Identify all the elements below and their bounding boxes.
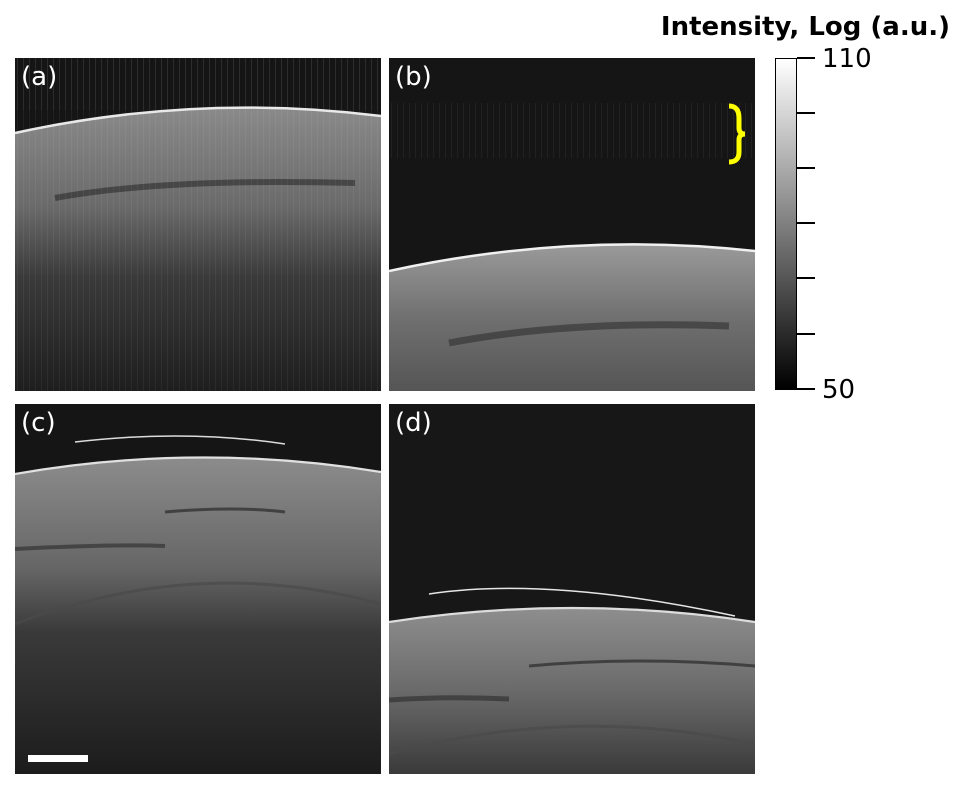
- colorbar-title: Intensity, Log (a.u.): [660, 12, 950, 42]
- colorbar-tick: [797, 57, 815, 59]
- colorbar-tick: [797, 222, 815, 224]
- oct-scan-d: [389, 404, 755, 774]
- oct-image-panel-b: (b): [389, 58, 755, 391]
- panel-label-d: (d): [395, 408, 432, 438]
- oct-image-panel-a: (a): [15, 58, 381, 391]
- oct-scan-a: [15, 58, 381, 391]
- colorbar-tick: [797, 167, 815, 169]
- colorbar: [775, 58, 797, 390]
- colorbar-tick: [797, 112, 815, 114]
- brace-annotation: [728, 103, 746, 165]
- oct-scan-b: [389, 58, 755, 391]
- colorbar-max-label: 110: [822, 44, 872, 74]
- colorbar-tick: [797, 333, 815, 335]
- panel-label-c: (c): [21, 408, 56, 438]
- panel-label-a: (a): [21, 62, 58, 92]
- colorbar-min-label: 50: [822, 375, 856, 405]
- scale-bar: [28, 755, 88, 762]
- oct-image-panel-c: (c): [15, 404, 381, 774]
- oct-image-panel-d: (d): [389, 404, 755, 774]
- panel-label-b: (b): [395, 62, 432, 92]
- oct-scan-c: [15, 404, 381, 774]
- colorbar-tick: [797, 277, 815, 279]
- colorbar-tick: [797, 388, 815, 390]
